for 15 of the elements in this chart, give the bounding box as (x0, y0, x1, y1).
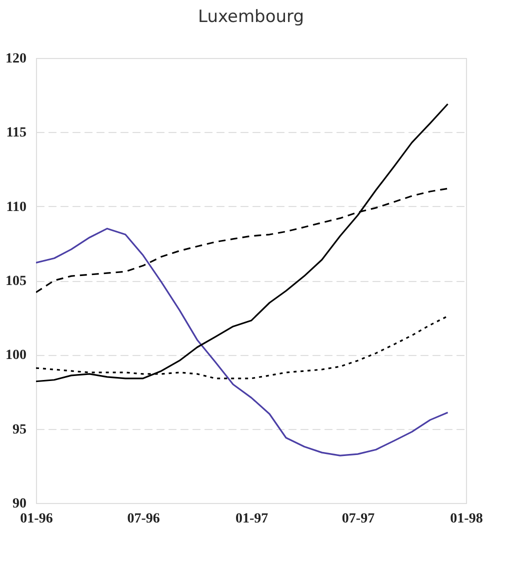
line-series (36, 103, 449, 382)
x-tick-label: 07-96 (127, 512, 160, 526)
y-tick-label: 105 (6, 274, 26, 289)
y-tick-label: 115 (6, 126, 26, 141)
y-tick-label: 95 (12, 422, 26, 438)
line-series (36, 228, 449, 456)
y-tick-label: 90 (12, 496, 26, 512)
x-tick-label: 07-97 (342, 512, 375, 526)
x-tick-label: 01-98 (450, 512, 483, 526)
chart-title: Luxembourg (198, 7, 304, 27)
x-tick-label: 01-97 (235, 512, 268, 526)
y-tick-label: 100 (6, 348, 26, 364)
x-tick-label: 01-96 (20, 512, 53, 526)
y-tick-label: 110 (6, 200, 26, 215)
y-tick-label: 120 (6, 52, 26, 66)
